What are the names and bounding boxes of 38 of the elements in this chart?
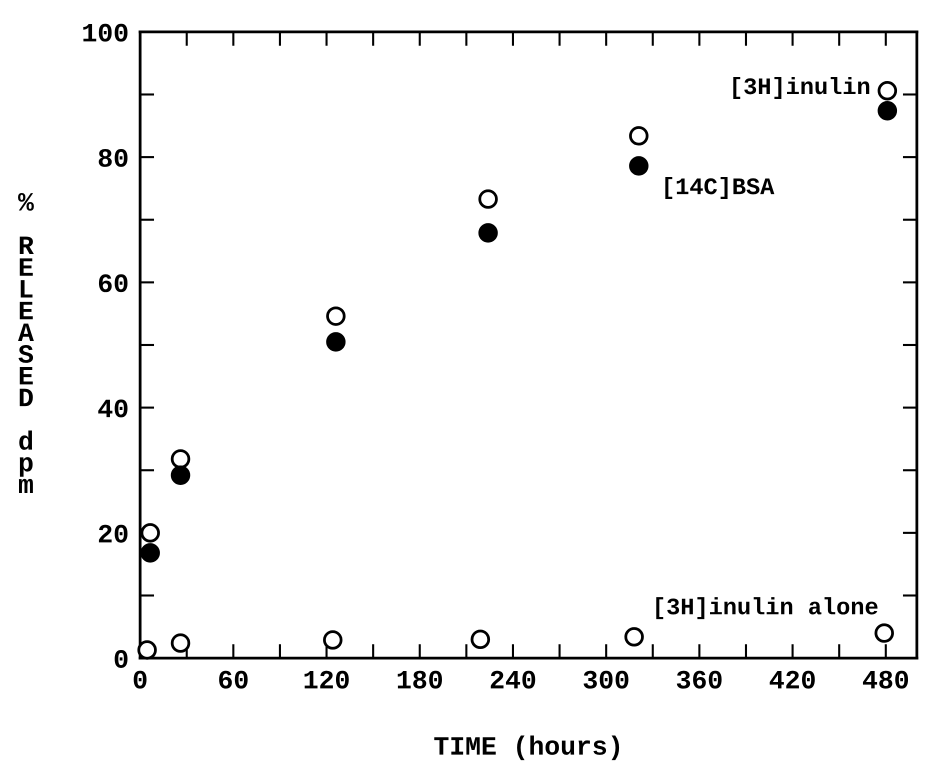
x-tick-label: 420 (770, 670, 815, 689)
y-tick-label: 80 (98, 149, 128, 167)
point (478, 189, 498, 209)
point (140, 543, 160, 563)
point (170, 633, 190, 653)
point (878, 81, 898, 100)
point (629, 126, 649, 146)
point (624, 627, 644, 647)
point (170, 466, 190, 485)
y-tick-label: 60 (98, 274, 128, 292)
x-tick-label: 180 (398, 670, 442, 689)
series-label: [14C]BSA (665, 176, 774, 199)
text: % RELEASED dpm (18, 193, 34, 494)
x-tick-label: 480 (862, 670, 908, 689)
legend-label: [3H]inulin (733, 76, 870, 99)
x-tick-label: 240 (490, 670, 536, 689)
y-tick-label: 100 (83, 24, 128, 42)
x-axis-title: TIME (hours) (434, 735, 620, 760)
point (874, 623, 894, 643)
point (326, 306, 346, 326)
point (470, 630, 490, 650)
x-tick-label: 300 (584, 670, 628, 689)
legend-label: [3H]inulin alone (656, 597, 878, 620)
x-tick-label: 360 (676, 670, 722, 689)
x-tick-label: 0 (134, 670, 147, 689)
point (137, 640, 157, 660)
point (140, 523, 160, 543)
x-tick-label: 60 (219, 670, 248, 689)
point (323, 630, 342, 650)
y-tick-label: 0 (114, 650, 128, 668)
point (326, 332, 346, 352)
point (478, 223, 498, 243)
point (629, 156, 649, 176)
y-tick-label: 20 (98, 524, 128, 543)
point (170, 449, 190, 469)
x-tick-label: 120 (304, 670, 349, 689)
y-tick-label: 40 (98, 400, 128, 418)
point (878, 101, 898, 120)
